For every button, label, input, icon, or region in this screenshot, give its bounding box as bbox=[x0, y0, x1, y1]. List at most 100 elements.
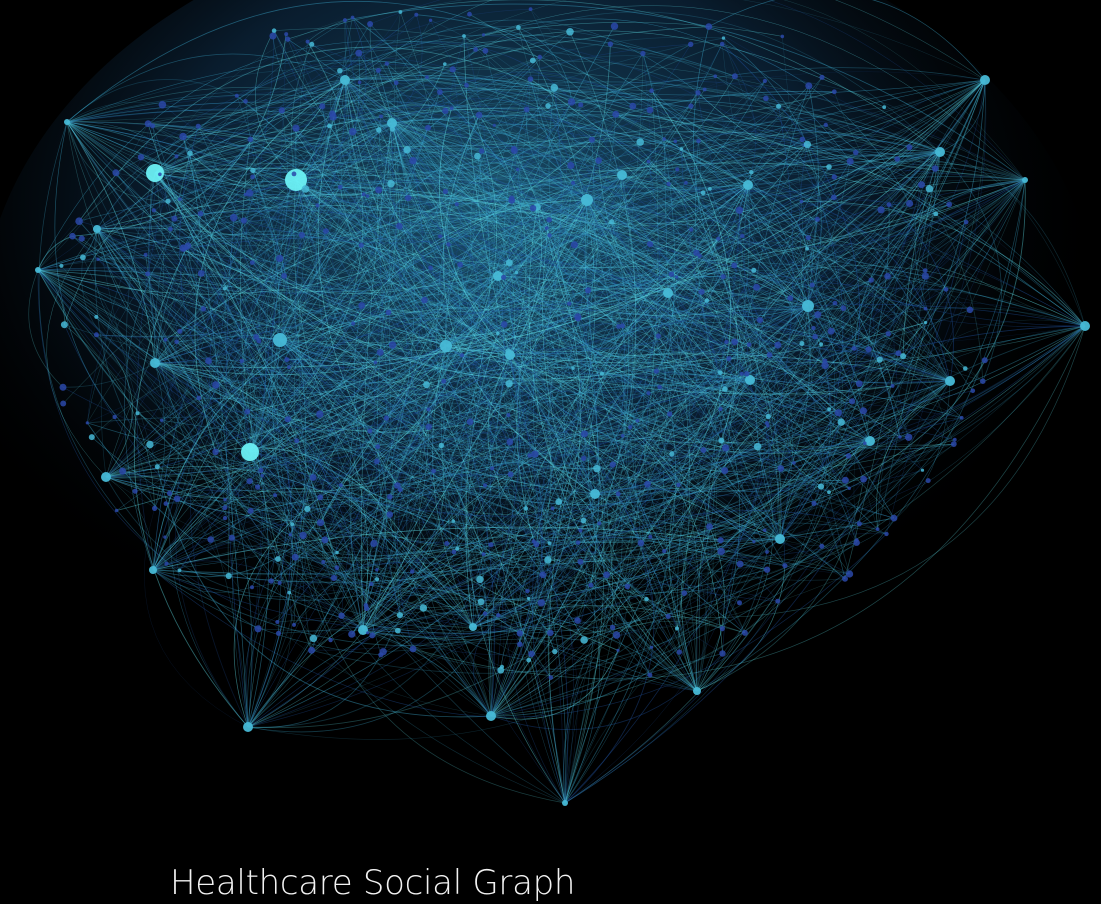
graph-edge bbox=[503, 199, 588, 278]
graph-node bbox=[629, 102, 637, 110]
graph-edge bbox=[247, 238, 719, 728]
graph-node bbox=[647, 241, 654, 248]
graph-edge bbox=[747, 184, 826, 362]
graph-edge bbox=[445, 129, 910, 347]
graph-edge bbox=[721, 43, 871, 442]
graph-edge bbox=[594, 85, 819, 495]
graph-edge bbox=[203, 174, 623, 325]
graph-edge bbox=[312, 345, 447, 478]
graph-node bbox=[425, 75, 429, 79]
graph-edge bbox=[154, 199, 588, 364]
graph-edge bbox=[336, 384, 871, 553]
graph-edge bbox=[105, 476, 321, 524]
graph-edge bbox=[459, 170, 926, 271]
graph-edge bbox=[66, 121, 446, 198]
graph-edge bbox=[721, 179, 1026, 552]
graph-edge bbox=[497, 275, 669, 617]
graph-edge bbox=[249, 205, 330, 453]
graph-edge bbox=[252, 176, 596, 495]
graph-edge bbox=[295, 448, 849, 558]
graph-edge bbox=[864, 179, 1026, 444]
graph-edge bbox=[187, 177, 809, 307]
graph-edge bbox=[79, 151, 941, 274]
graph-node bbox=[163, 337, 168, 342]
graph-node bbox=[254, 625, 262, 633]
graph-edge bbox=[445, 43, 723, 347]
graph-node bbox=[375, 568, 379, 572]
graph-edge bbox=[133, 245, 249, 728]
graph-edge bbox=[483, 34, 951, 382]
graph-edge bbox=[279, 339, 474, 628]
graph-edge bbox=[154, 167, 826, 366]
graph-edge bbox=[154, 99, 936, 364]
graph-edge bbox=[176, 132, 368, 197]
graph-edge bbox=[295, 179, 649, 394]
graph-node bbox=[646, 106, 654, 114]
graph-edge bbox=[38, 121, 259, 630]
graph-edge bbox=[322, 106, 511, 356]
graph-edge bbox=[247, 87, 562, 728]
graph-edge bbox=[463, 0, 1026, 181]
graph-node bbox=[885, 331, 891, 337]
graph-edge bbox=[667, 292, 954, 450]
graph-node bbox=[337, 184, 343, 190]
graph-edge bbox=[289, 253, 700, 535]
graph-edge bbox=[170, 228, 584, 521]
graph-node bbox=[442, 107, 449, 114]
graph-edge bbox=[182, 136, 669, 294]
graph-edge bbox=[249, 192, 285, 341]
graph-node bbox=[205, 357, 212, 365]
graph-edge bbox=[748, 305, 809, 345]
graph-edge bbox=[490, 320, 761, 717]
graph-edge bbox=[892, 378, 951, 387]
graph-edge bbox=[78, 193, 679, 486]
graph-edge bbox=[671, 273, 751, 381]
graph-node bbox=[443, 62, 447, 66]
graph-edge bbox=[344, 79, 463, 356]
graph-edge bbox=[586, 191, 735, 266]
graph-node bbox=[749, 170, 754, 175]
graph-edge bbox=[509, 221, 612, 356]
graph-node bbox=[580, 636, 588, 644]
graph-edge bbox=[344, 79, 619, 327]
graph-edge bbox=[779, 204, 890, 540]
graph-edge bbox=[487, 354, 550, 544]
graph-edge bbox=[472, 605, 723, 629]
graph-edge bbox=[115, 172, 499, 277]
graph-edge bbox=[391, 122, 671, 415]
graph-node bbox=[959, 415, 964, 420]
graph-node bbox=[398, 10, 403, 14]
graph-node bbox=[900, 353, 907, 360]
graph-edge bbox=[249, 267, 431, 453]
graph-edge bbox=[325, 175, 588, 232]
graph-edge bbox=[509, 282, 818, 356]
graph-node bbox=[277, 580, 282, 586]
graph-edge bbox=[430, 184, 749, 296]
graph-edge bbox=[627, 586, 698, 692]
graph-edge bbox=[497, 275, 713, 692]
graph-node bbox=[635, 418, 640, 423]
graph-edge bbox=[725, 447, 887, 535]
graph-edge bbox=[554, 87, 781, 540]
graph-edge bbox=[877, 179, 1026, 530]
graph-edge bbox=[271, 79, 346, 558]
graph-edge bbox=[249, 451, 295, 625]
graph-edge bbox=[564, 274, 691, 804]
graph-edge bbox=[828, 179, 1026, 493]
graph-edge bbox=[528, 373, 748, 599]
graph-edge bbox=[497, 275, 589, 292]
graph-node bbox=[271, 28, 277, 33]
graph-edge bbox=[508, 414, 575, 804]
graph-edge bbox=[611, 221, 751, 381]
graph-edge bbox=[344, 77, 748, 374]
graph-edge bbox=[509, 352, 842, 423]
graph-node bbox=[657, 384, 662, 390]
graph-node bbox=[273, 493, 278, 498]
graph-edge bbox=[584, 199, 665, 552]
graph-edge bbox=[239, 139, 313, 651]
graph-node bbox=[505, 348, 512, 354]
graph-node bbox=[831, 174, 837, 180]
graph-edge bbox=[154, 168, 926, 309]
graph-edge bbox=[680, 148, 751, 381]
graph-edge bbox=[167, 201, 364, 631]
